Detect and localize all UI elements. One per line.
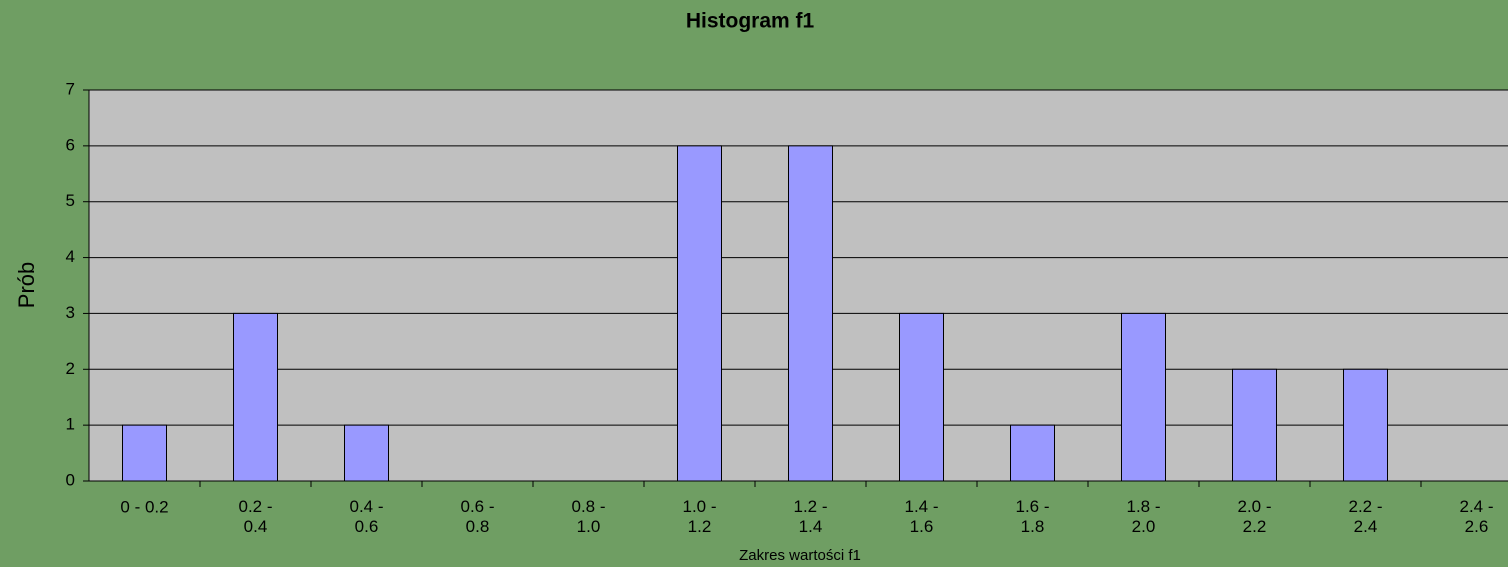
bar	[1343, 368, 1388, 482]
y-tick-label: 6	[66, 135, 75, 154]
y-axis-label: Prób	[14, 262, 39, 308]
bar	[788, 145, 833, 482]
chart-title: Histogram f1	[686, 10, 815, 33]
bar	[344, 424, 389, 482]
bar	[1010, 424, 1055, 482]
x-tick-label-line: 2.2	[1243, 517, 1267, 536]
x-tick-label-line: 0.8	[466, 517, 490, 536]
y-tick-label: 7	[66, 79, 75, 98]
x-tick-label-line: 2.0 -	[1237, 497, 1271, 516]
x-tick-label: 0.6 -0.8	[460, 497, 494, 536]
x-tick-label-line: 1.6 -	[1015, 497, 1049, 516]
x-tick-label: 1.8 -2.0	[1126, 497, 1160, 536]
x-axis-label: Zakres wartości f1	[739, 547, 861, 564]
x-tick-label-line: 1.4	[799, 517, 823, 536]
x-tick-label: 1.2 -1.4	[793, 497, 827, 536]
bar	[122, 424, 167, 482]
bar	[233, 312, 278, 482]
x-tick-label-line: 1.8	[1021, 517, 1045, 536]
x-tick-label-line: 1.0 -	[682, 497, 716, 516]
x-tick-label-line: 0.4 -	[349, 497, 383, 516]
x-tick-label: 1.6 -1.8	[1015, 497, 1049, 536]
x-tick-label-line: 1.2	[688, 517, 712, 536]
x-tick-label: 1.0 -1.2	[682, 497, 716, 536]
y-tick-label: 0	[66, 470, 75, 489]
bar	[1121, 312, 1166, 482]
x-tick-label-line: 2.4	[1354, 517, 1378, 536]
x-tick-label: 0.4 -0.6	[349, 497, 383, 536]
y-tick-label: 3	[66, 303, 75, 322]
x-tick-label-line: 2.4 -	[1459, 497, 1493, 516]
x-tick-label-line: 2.2 -	[1348, 497, 1382, 516]
x-tick-label-line: 1.2 -	[793, 497, 827, 516]
x-tick-label-line: 1.6	[910, 517, 934, 536]
x-tick-label-line: 0.6 -	[460, 497, 494, 516]
x-tick-label: 1.4 -1.6	[904, 497, 938, 536]
x-tick-label-line: 0.4	[244, 517, 268, 536]
y-tick-label: 2	[66, 359, 75, 378]
x-tick-label-line: 1.8 -	[1126, 497, 1160, 516]
x-tick-label-line: 0.2 -	[238, 497, 272, 516]
y-tick-label: 4	[66, 247, 75, 266]
x-tick-label-line: 0.6	[355, 517, 379, 536]
x-tick-label: 2.2 -2.4	[1348, 497, 1382, 536]
x-tick-label-line: 2.6	[1465, 517, 1489, 536]
x-tick-label-line: 1.0	[577, 517, 601, 536]
bar	[899, 312, 944, 482]
bar	[1232, 368, 1277, 482]
x-tick-label-line: 0.8 -	[571, 497, 605, 516]
x-tick-label: 2.0 -2.2	[1237, 497, 1271, 536]
x-tick-label-line: 2.0	[1132, 517, 1156, 536]
x-tick-label-line: 1.4 -	[904, 497, 938, 516]
y-tick-label: 5	[66, 191, 75, 210]
x-tick-label: 2.4 -2.6	[1459, 497, 1493, 536]
x-tick-label: 0.8 -1.0	[571, 497, 605, 536]
y-tick-label: 1	[66, 415, 75, 434]
bar	[677, 145, 722, 482]
x-tick-label: 0.2 -0.4	[238, 497, 272, 536]
x-tick-label: 0 - 0.2	[120, 497, 168, 516]
